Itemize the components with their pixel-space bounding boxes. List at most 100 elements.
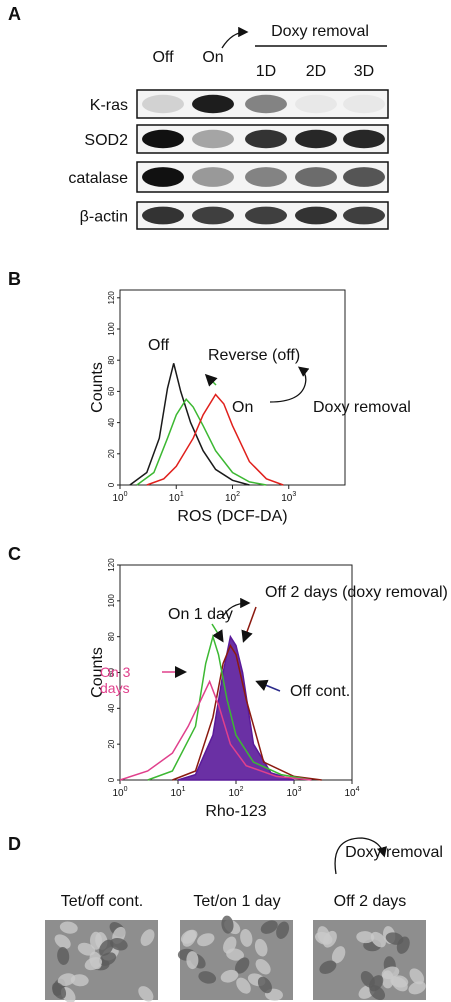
arrow: [269, 366, 310, 403]
lane-label: 1D: [256, 63, 276, 80]
y-tick-label: 0: [107, 777, 116, 782]
cell: [77, 942, 96, 956]
band: [343, 94, 385, 114]
cell: [140, 929, 155, 946]
arrow: [334, 837, 388, 875]
panel-label: B: [8, 269, 21, 289]
cell: [57, 973, 76, 986]
series-label: On 1 day: [168, 606, 233, 623]
band: [295, 129, 337, 149]
arrow: [204, 373, 218, 387]
cell: [52, 982, 67, 999]
lane-label: 2D: [306, 63, 326, 80]
series-label: Off 2 days (doxy removal): [265, 584, 448, 601]
caption: Tet/on 1 day: [193, 893, 280, 910]
cell: [315, 931, 333, 945]
arrow: [255, 679, 281, 692]
arrow: [211, 623, 224, 643]
cell: [381, 966, 400, 980]
tick-base: 10: [112, 788, 124, 799]
band: [245, 167, 287, 187]
x-tick-label: 101: [169, 491, 184, 504]
cell: [356, 931, 375, 944]
band: [245, 206, 287, 225]
x-tick-label: 100: [112, 491, 127, 504]
y-tick-label: 20: [107, 739, 116, 748]
cell: [255, 958, 271, 975]
tick-exponent: 0: [124, 786, 128, 793]
band: [192, 206, 234, 225]
y-tick-label: 60: [107, 386, 116, 395]
cell: [370, 931, 386, 948]
x-axis-label: Rho-123: [205, 803, 266, 820]
cell: [319, 960, 337, 974]
band: [295, 206, 337, 225]
y-tick-label: 40: [107, 418, 116, 427]
y-axis-label: Counts: [89, 647, 106, 698]
cell: [182, 930, 197, 947]
y-tick-label: 100: [107, 322, 116, 336]
cell: [90, 931, 103, 950]
histogram: [172, 643, 322, 781]
band: [192, 94, 234, 114]
annotation: Doxy removal: [313, 399, 411, 416]
cell: [390, 975, 409, 988]
series-label: On: [232, 399, 253, 416]
y-axis-label: Counts: [89, 362, 106, 413]
band: [343, 206, 385, 225]
band: [245, 129, 287, 149]
cell: [220, 969, 239, 983]
cell: [331, 946, 346, 964]
tick-base: 10: [170, 788, 182, 799]
x-tick-label: 103: [286, 786, 301, 799]
row-label: catalase: [68, 170, 128, 187]
cell: [236, 977, 251, 994]
histogram: [146, 393, 284, 486]
tick-base: 10: [286, 788, 298, 799]
annotation: Doxy removal: [345, 844, 443, 861]
tick-exponent: 0: [124, 491, 128, 498]
cell: [186, 951, 199, 970]
series-label: Off: [148, 337, 170, 354]
lane-label: On: [202, 49, 223, 66]
cell: [276, 921, 290, 939]
caption: Tet/off cont.: [61, 893, 143, 910]
band: [343, 167, 385, 187]
y-tick-label: 0: [107, 482, 116, 487]
plot-frame: [119, 289, 346, 486]
series-label: Reverse (off): [208, 347, 300, 364]
tick-exponent: 3: [292, 491, 296, 498]
row-label: K-ras: [90, 97, 128, 114]
histogram: [147, 634, 312, 781]
tick-base: 10: [228, 788, 240, 799]
series-label: Off cont.: [290, 683, 350, 700]
cell: [409, 968, 425, 985]
band: [192, 167, 234, 187]
y-tick-label: 20: [107, 449, 116, 458]
tick-base: 10: [281, 493, 293, 504]
lane-label: 3D: [354, 63, 374, 80]
tick-base: 10: [169, 493, 181, 504]
y-tick-label: 120: [107, 291, 116, 305]
y-tick-label: 80: [107, 355, 116, 364]
cell: [260, 920, 278, 934]
band: [343, 129, 385, 149]
panel-label: D: [8, 834, 21, 854]
band: [245, 94, 287, 114]
arrow: [221, 597, 251, 619]
tick-base: 10: [344, 788, 356, 799]
histogram: [129, 363, 250, 486]
cell: [197, 933, 215, 947]
tick-exponent: 1: [180, 491, 184, 498]
series-label: On 3 days: [100, 664, 131, 696]
arrow: [241, 606, 257, 643]
tick-exponent: 3: [298, 786, 302, 793]
tick-exponent: 4: [356, 786, 360, 793]
y-tick-label: 80: [107, 632, 116, 641]
y-tick-label: 60: [107, 668, 116, 677]
cell: [234, 957, 250, 974]
histogram: [136, 397, 267, 486]
header: Doxy removal: [271, 23, 369, 40]
x-tick-label: 101: [170, 786, 185, 799]
